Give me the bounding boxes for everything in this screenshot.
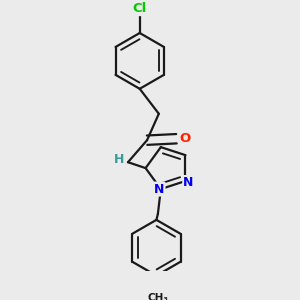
Text: O: O — [180, 132, 191, 145]
Text: N: N — [183, 176, 194, 189]
Text: CH₃: CH₃ — [147, 293, 168, 300]
Text: Cl: Cl — [133, 2, 147, 15]
Text: N: N — [154, 182, 164, 196]
Text: H: H — [113, 153, 124, 166]
